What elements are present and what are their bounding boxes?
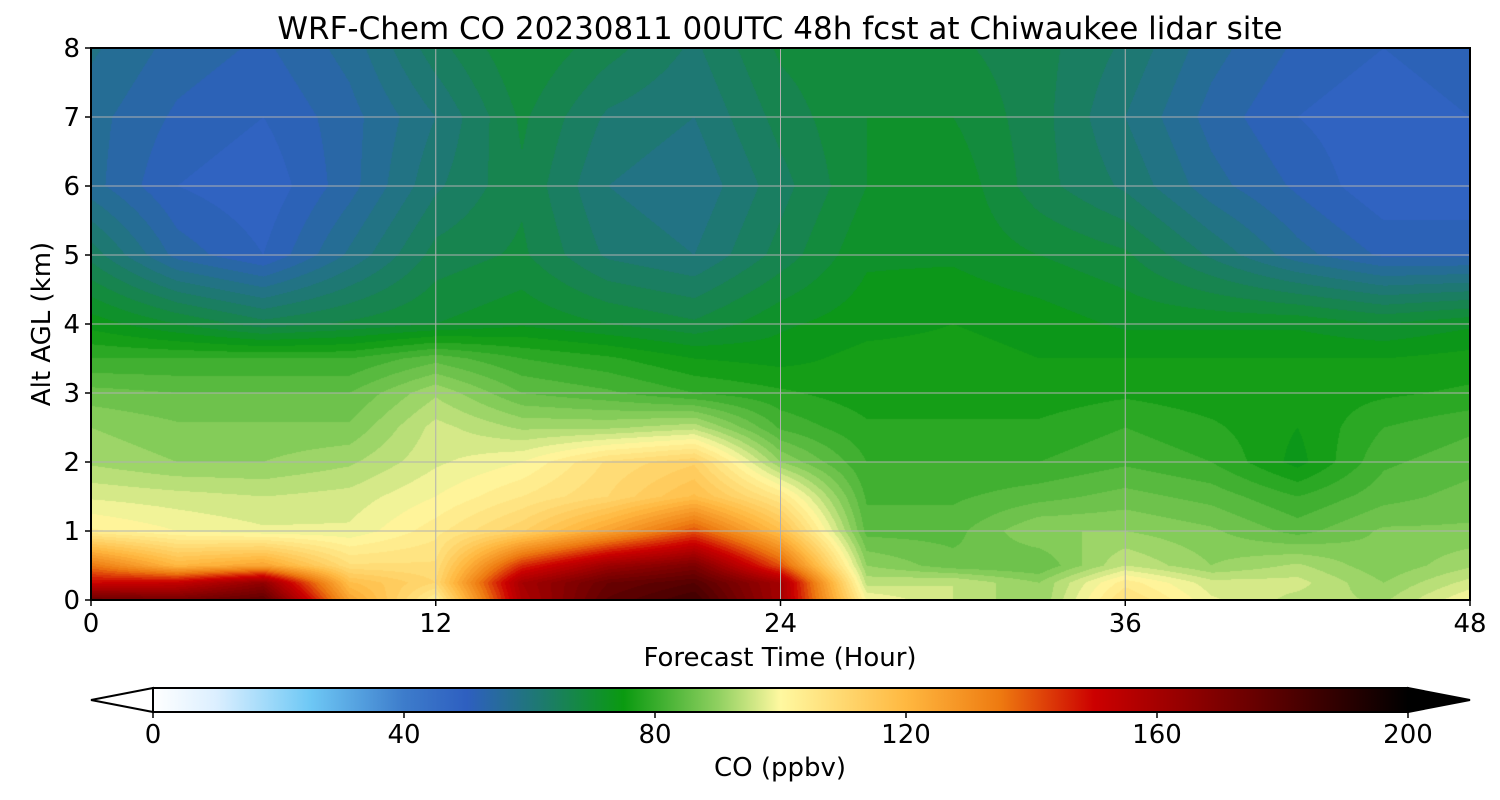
y-tick-label: 1	[63, 517, 80, 547]
x-tick-label: 0	[83, 609, 100, 639]
colorbar-tick-label: 80	[638, 720, 671, 750]
grid-lines	[91, 48, 1470, 600]
x-tick-label: 12	[419, 609, 452, 639]
colorbar-bar	[152, 687, 1409, 713]
colorbar-tick-label: 200	[1383, 720, 1433, 750]
x-tick-label: 36	[1109, 609, 1142, 639]
colorbar-ticks: 0 40 80 120 160 200	[145, 712, 1433, 750]
x-axis-ticks: 0 12 24 36 48	[83, 600, 1487, 639]
y-tick-label: 3	[63, 379, 80, 409]
x-tick-label: 48	[1453, 609, 1486, 639]
x-axis-label: Forecast Time (Hour)	[643, 643, 916, 673]
colorbar: 0 40 80 120 160 200 CO (ppbv)	[90, 686, 1471, 783]
y-tick-label: 6	[63, 172, 80, 202]
colorbar-extend-low	[90, 686, 154, 714]
y-tick-label: 8	[63, 34, 80, 64]
plot-area	[90, 47, 1471, 601]
y-tick-label: 5	[63, 241, 80, 271]
chart-title: WRF-Chem CO 20230811 00UTC 48h fcst at C…	[277, 11, 1282, 47]
colorbar-tick-label: 160	[1132, 720, 1182, 750]
colorbar-label: CO (ppbv)	[714, 753, 846, 783]
y-tick-label: 4	[63, 310, 80, 340]
y-tick-label: 2	[63, 448, 80, 478]
colorbar-tick-label: 120	[881, 720, 931, 750]
colorbar-tick-label: 40	[387, 720, 420, 750]
y-axis-ticks: 0 1 2 3 4 5 6 7 8	[63, 34, 91, 616]
y-axis-label: Alt AGL (km)	[27, 242, 57, 406]
x-tick-label: 24	[764, 609, 797, 639]
y-tick-label: 7	[63, 103, 80, 133]
colorbar-tick-label: 0	[145, 720, 162, 750]
y-tick-label: 0	[63, 586, 80, 616]
colorbar-extend-high	[1407, 686, 1471, 714]
